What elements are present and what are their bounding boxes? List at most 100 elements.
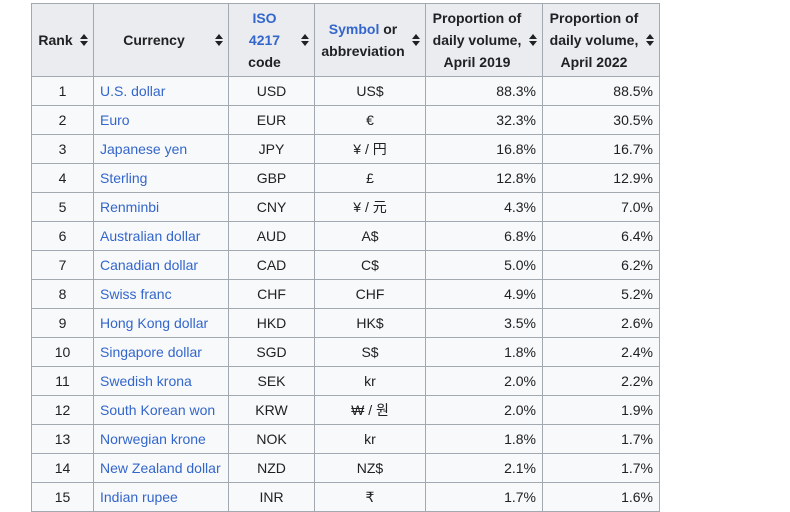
cell-proportion-2022: 6.4% <box>542 221 660 251</box>
cell-proportion-2019: 16.8% <box>425 134 543 164</box>
header-proportion-2022[interactable]: Proportion of daily volume, April 2022 <box>542 3 660 77</box>
sort-icon[interactable] <box>646 33 654 47</box>
cell-rank: 3 <box>31 134 94 164</box>
currency-table-container: Rank Currency ISO 4217 code Symbol or abbr… <box>31 3 660 512</box>
currency-link[interactable]: New Zealand dollar <box>100 460 221 476</box>
cell-proportion-2022: 88.5% <box>542 76 660 106</box>
table-header-row: Rank Currency ISO 4217 code Symbol or abbr… <box>31 3 660 77</box>
table-row: 12 South Korean won KRW ₩ / 원 2.0% 1.9% <box>31 395 660 425</box>
cell-rank: 7 <box>31 250 94 280</box>
cell-symbol: ¥ / 元 <box>314 192 426 222</box>
cell-proportion-2019: 12.8% <box>425 163 543 193</box>
currency-link[interactable]: Renminbi <box>100 199 160 215</box>
currency-link[interactable]: Swedish krona <box>100 373 192 389</box>
cell-symbol: HK$ <box>314 308 426 338</box>
cell-symbol: kr <box>314 424 426 454</box>
currency-link[interactable]: Sterling <box>100 170 148 186</box>
cell-iso-code: GBP <box>228 163 315 193</box>
cell-currency: New Zealand dollar <box>93 453 229 483</box>
cell-rank: 8 <box>31 279 94 309</box>
currency-link[interactable]: Euro <box>100 112 130 128</box>
header-symbol[interactable]: Symbol or abbreviation <box>314 3 426 77</box>
currency-link[interactable]: Hong Kong dollar <box>100 315 209 331</box>
cell-iso-code: EUR <box>228 105 315 135</box>
cell-rank: 2 <box>31 105 94 135</box>
cell-proportion-2019: 2.0% <box>425 395 543 425</box>
cell-iso-code: INR <box>228 482 315 512</box>
cell-currency: Swiss franc <box>93 279 229 309</box>
table-row: 8 Swiss franc CHF CHF 4.9% 5.2% <box>31 279 660 309</box>
cell-iso-code: HKD <box>228 308 315 338</box>
cell-symbol: ₹ <box>314 482 426 512</box>
cell-proportion-2019: 3.5% <box>425 308 543 338</box>
cell-currency: South Korean won <box>93 395 229 425</box>
cell-rank: 10 <box>31 337 94 367</box>
table-row: 15 Indian rupee INR ₹ 1.7% 1.6% <box>31 482 660 512</box>
cell-proportion-2022: 5.2% <box>542 279 660 309</box>
currency-link[interactable]: U.S. dollar <box>100 83 166 99</box>
currency-link[interactable]: Canadian dollar <box>100 257 199 273</box>
header-currency[interactable]: Currency <box>93 3 229 77</box>
table-row: 14 New Zealand dollar NZD NZ$ 2.1% 1.7% <box>31 453 660 483</box>
header-rank-label: Rank <box>38 32 73 48</box>
cell-proportion-2022: 1.7% <box>542 424 660 454</box>
cell-proportion-2019: 2.0% <box>425 366 543 396</box>
cell-proportion-2019: 88.3% <box>425 76 543 106</box>
cell-proportion-2022: 2.4% <box>542 337 660 367</box>
currency-link[interactable]: Indian rupee <box>100 489 178 505</box>
cell-iso-code: NOK <box>228 424 315 454</box>
cell-proportion-2022: 1.6% <box>542 482 660 512</box>
cell-currency: Hong Kong dollar <box>93 308 229 338</box>
sort-icon[interactable] <box>80 33 88 47</box>
header-p2022-line1: Proportion of <box>549 10 639 26</box>
cell-proportion-2019: 6.8% <box>425 221 543 251</box>
cell-iso-code: CAD <box>228 250 315 280</box>
cell-proportion-2022: 12.9% <box>542 163 660 193</box>
cell-iso-code: NZD <box>228 453 315 483</box>
table-row: 13 Norwegian krone NOK kr 1.8% 1.7% <box>31 424 660 454</box>
cell-proportion-2022: 30.5% <box>542 105 660 135</box>
header-proportion-2019[interactable]: Proportion of daily volume, April 2019 <box>425 3 543 77</box>
cell-symbol: ¥ / 円 <box>314 134 426 164</box>
header-symbol-label: Symbol or abbreviation <box>321 18 418 62</box>
header-iso-code[interactable]: ISO 4217 code <box>228 3 315 77</box>
currency-link[interactable]: South Korean won <box>100 402 216 418</box>
currency-link[interactable]: Swiss franc <box>100 286 172 302</box>
cell-proportion-2022: 1.7% <box>542 453 660 483</box>
table-row: 9 Hong Kong dollar HKD HK$ 3.5% 2.6% <box>31 308 660 338</box>
cell-iso-code: KRW <box>228 395 315 425</box>
cell-symbol: C$ <box>314 250 426 280</box>
cell-proportion-2019: 1.8% <box>425 424 543 454</box>
currency-link[interactable]: Singapore dollar <box>100 344 202 360</box>
cell-proportion-2022: 16.7% <box>542 134 660 164</box>
sort-icon[interactable] <box>301 33 309 47</box>
cell-iso-code: JPY <box>228 134 315 164</box>
table-row: 1 U.S. dollar USD US$ 88.3% 88.5% <box>31 76 660 106</box>
table-row: 7 Canadian dollar CAD C$ 5.0% 6.2% <box>31 250 660 280</box>
cell-proportion-2022: 2.2% <box>542 366 660 396</box>
cell-symbol: € <box>314 105 426 135</box>
cell-proportion-2019: 1.7% <box>425 482 543 512</box>
sort-icon[interactable] <box>215 33 223 47</box>
table-row: 2 Euro EUR € 32.3% 30.5% <box>31 105 660 135</box>
sort-icon[interactable] <box>412 33 420 47</box>
header-iso-rest: code <box>248 54 281 70</box>
cell-rank: 5 <box>31 192 94 222</box>
header-symbol-rest1: or <box>379 21 398 37</box>
currency-link[interactable]: Japanese yen <box>100 141 188 157</box>
cell-symbol: CHF <box>314 279 426 309</box>
header-p2022-label: Proportion of daily volume, April 2022 <box>550 7 653 73</box>
cell-currency: Sterling <box>93 163 229 193</box>
symbol-link[interactable]: Symbol <box>328 21 380 37</box>
sort-icon[interactable] <box>529 33 537 47</box>
currency-link[interactable]: Norwegian krone <box>100 431 206 447</box>
iso-4217-link[interactable]: ISO 4217 <box>248 10 281 48</box>
cell-symbol: NZ$ <box>314 453 426 483</box>
header-rank[interactable]: Rank <box>31 3 94 77</box>
header-iso-label: ISO 4217 code <box>235 7 308 73</box>
cell-rank: 11 <box>31 366 94 396</box>
header-p2022-line2: daily volume, <box>549 32 639 48</box>
cell-currency: Japanese yen <box>93 134 229 164</box>
currency-link[interactable]: Australian dollar <box>100 228 201 244</box>
header-currency-label: Currency <box>123 32 185 48</box>
